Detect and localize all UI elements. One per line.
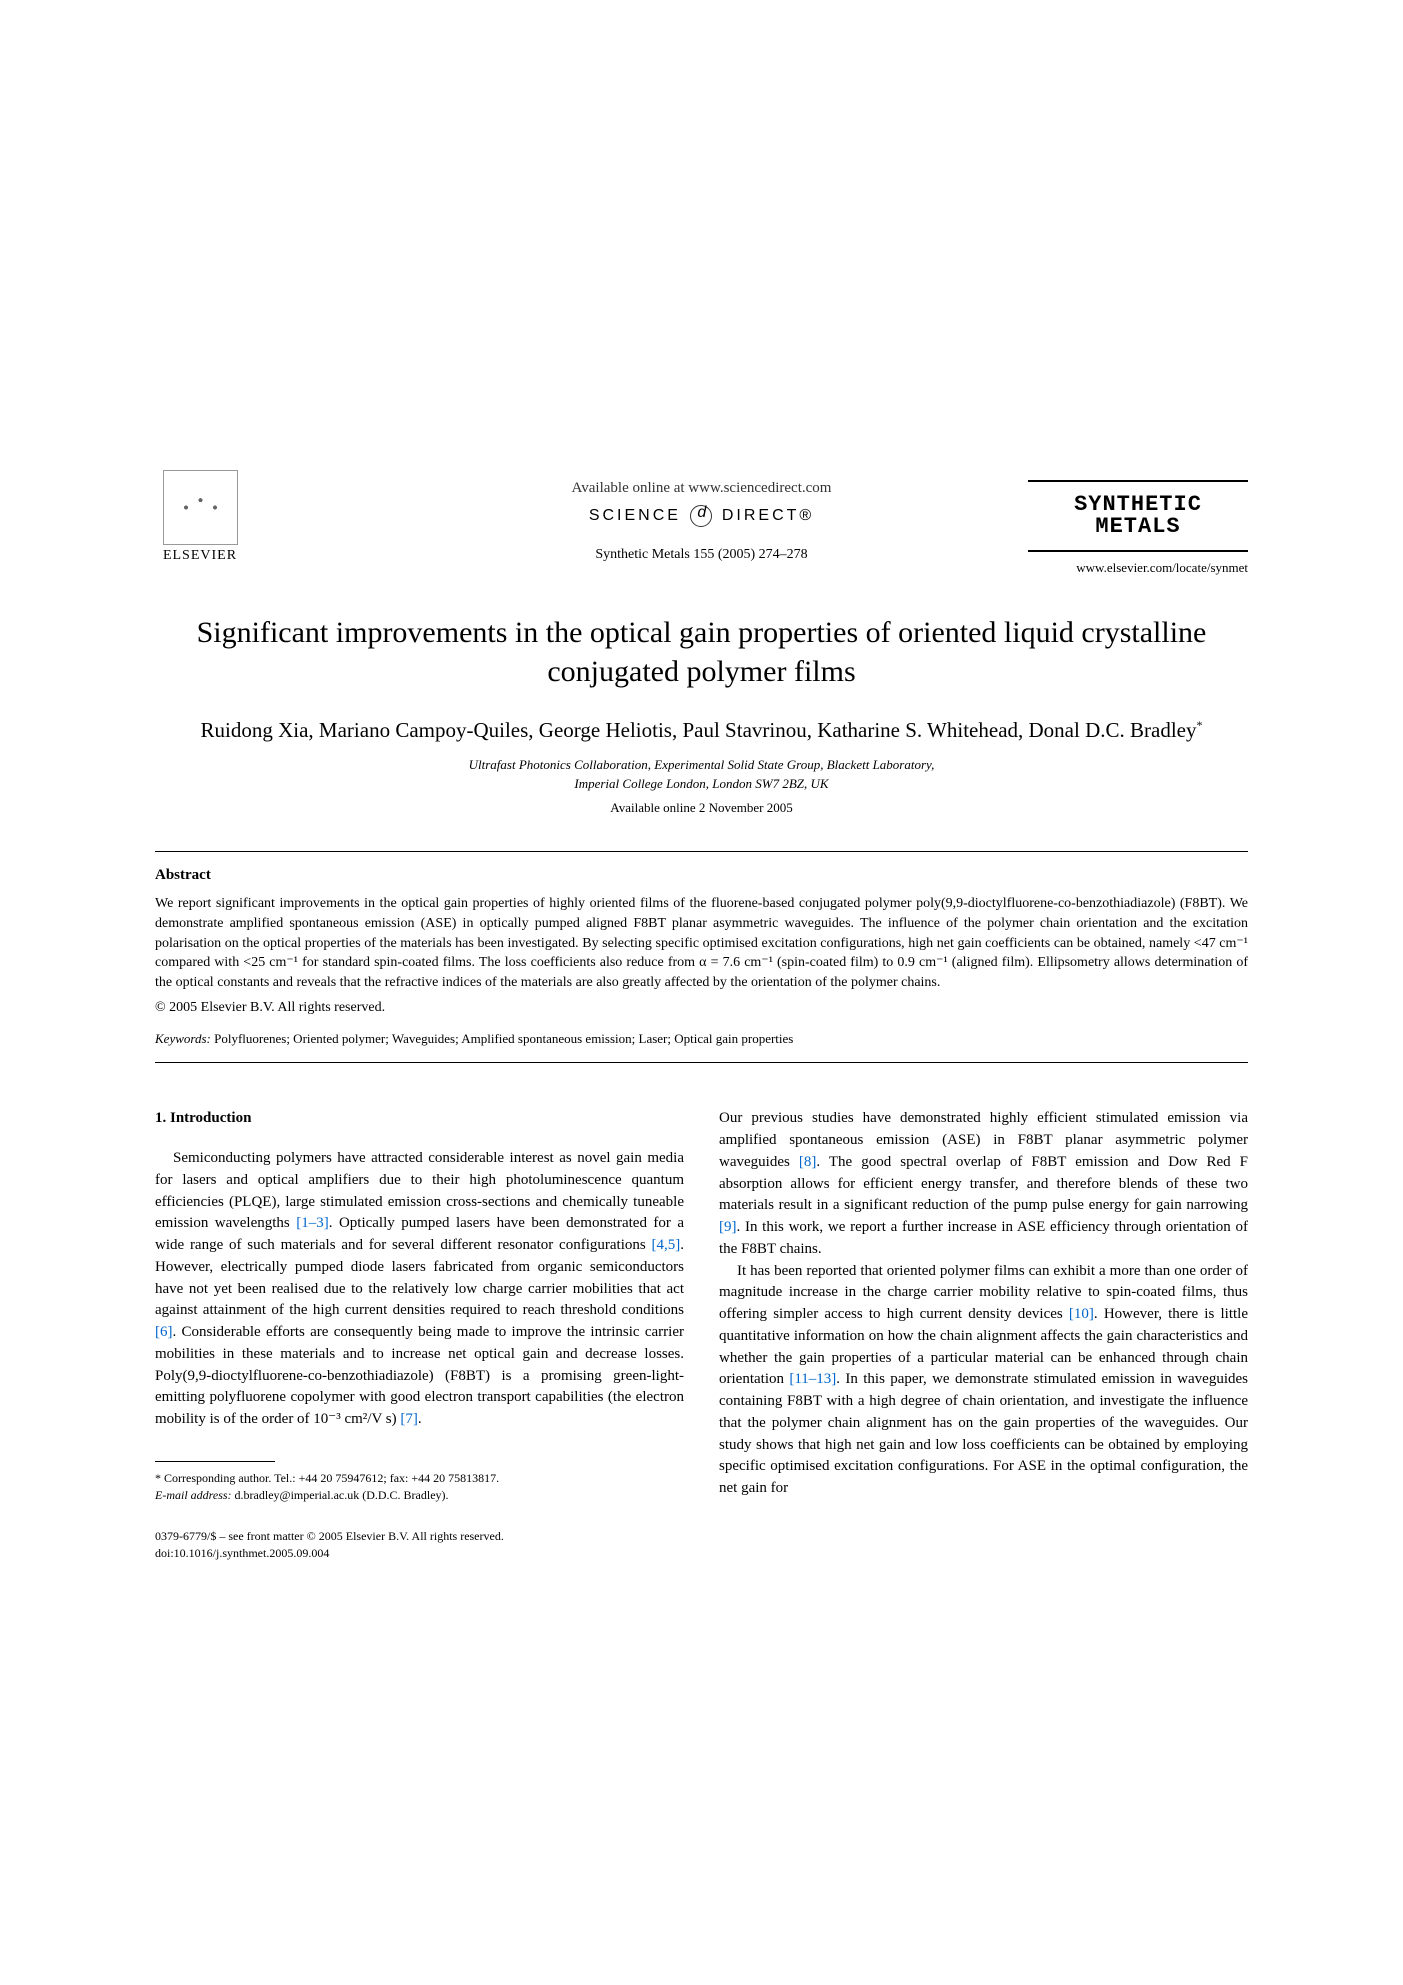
intro-paragraph-1: Semiconducting polymers have attracted c… <box>155 1148 684 1431</box>
footer-line1: 0379-6779/$ – see front matter © 2005 El… <box>155 1528 684 1545</box>
left-column: 1. Introduction Semiconducting polymers … <box>155 1108 684 1562</box>
abstract-text: We report significant improvements in th… <box>155 894 1248 992</box>
ref-link-10[interactable]: [10] <box>1069 1306 1094 1322</box>
divider-top <box>155 851 1248 852</box>
p1-text-e: . <box>418 1411 422 1427</box>
affiliation-line2: Imperial College London, London SW7 2BZ,… <box>155 776 1248 792</box>
available-date: Available online 2 November 2005 <box>155 800 1248 816</box>
divider-bottom <box>155 1062 1248 1063</box>
keywords-label: Keywords: <box>155 1031 211 1046</box>
paper-title: Significant improvements in the optical … <box>195 613 1208 691</box>
ref-link-7[interactable]: [7] <box>400 1411 418 1427</box>
ref-link-1-3[interactable]: [1–3] <box>296 1215 329 1231</box>
header-section: ELSEVIER Available online at www.science… <box>155 480 1248 563</box>
ref-link-6[interactable]: [6] <box>155 1324 173 1340</box>
copyright-text: © 2005 Elsevier B.V. All rights reserved… <box>155 1000 1248 1016</box>
col2-paragraph-2: It has been reported that oriented polym… <box>719 1261 1248 1500</box>
section-1-heading: 1. Introduction <box>155 1108 684 1130</box>
keywords-block: Keywords: Polyfluorenes; Oriented polyme… <box>155 1031 1248 1047</box>
abstract-heading: Abstract <box>155 867 1248 884</box>
journal-logo-box: SYNTHETIC METALS <box>1028 480 1248 552</box>
journal-logo-block: SYNTHETIC METALS www.elsevier.com/locate… <box>1028 480 1248 576</box>
elsevier-tree-icon <box>163 470 238 545</box>
elsevier-logo: ELSEVIER <box>155 470 245 564</box>
affiliation-line1: Ultrafast Photonics Collaboration, Exper… <box>155 757 1248 773</box>
right-column: Our previous studies have demonstrated h… <box>719 1108 1248 1562</box>
footnote-email: E-mail address: d.bradley@imperial.ac.uk… <box>155 1487 684 1504</box>
elsevier-text: ELSEVIER <box>155 548 245 564</box>
footer-line2: doi:10.1016/j.synthmet.2005.09.004 <box>155 1545 684 1562</box>
ref-link-9[interactable]: [9] <box>719 1219 737 1235</box>
journal-name-line1: SYNTHETIC <box>1028 494 1248 516</box>
corresponding-mark: * <box>1196 718 1202 732</box>
journal-name-line2: METALS <box>1028 516 1248 538</box>
c2p2-c: . In this paper, we demonstrate stimulat… <box>719 1371 1248 1496</box>
email-label: E-mail address: <box>155 1488 232 1502</box>
paper-page: ELSEVIER Available online at www.science… <box>0 0 1403 1642</box>
c2p1-c: . In this work, we report a further incr… <box>719 1219 1248 1257</box>
keywords-text: Polyfluorenes; Oriented polymer; Wavegui… <box>214 1031 793 1046</box>
footnote-separator <box>155 1461 275 1462</box>
journal-url: www.elsevier.com/locate/synmet <box>1028 560 1248 576</box>
ref-link-8[interactable]: [8] <box>799 1154 817 1170</box>
email-value: d.bradley@imperial.ac.uk (D.D.C. Bradley… <box>235 1488 449 1502</box>
content-columns: 1. Introduction Semiconducting polymers … <box>155 1108 1248 1562</box>
footnote-corresponding: * Corresponding author. Tel.: +44 20 759… <box>155 1470 684 1487</box>
sd-left: SCIENCE <box>589 507 681 524</box>
col2-paragraph-1: Our previous studies have demonstrated h… <box>719 1108 1248 1260</box>
sd-right: DIRECT® <box>722 507 814 524</box>
ref-link-4-5[interactable]: [4,5] <box>652 1237 681 1253</box>
ref-link-11-13[interactable]: [11–13] <box>789 1371 836 1387</box>
footer-info: 0379-6779/$ – see front matter © 2005 El… <box>155 1528 684 1562</box>
science-direct-icon <box>690 505 712 527</box>
authors-list: Ruidong Xia, Mariano Campoy-Quiles, Geor… <box>155 716 1248 745</box>
authors-text: Ruidong Xia, Mariano Campoy-Quiles, Geor… <box>201 718 1197 742</box>
